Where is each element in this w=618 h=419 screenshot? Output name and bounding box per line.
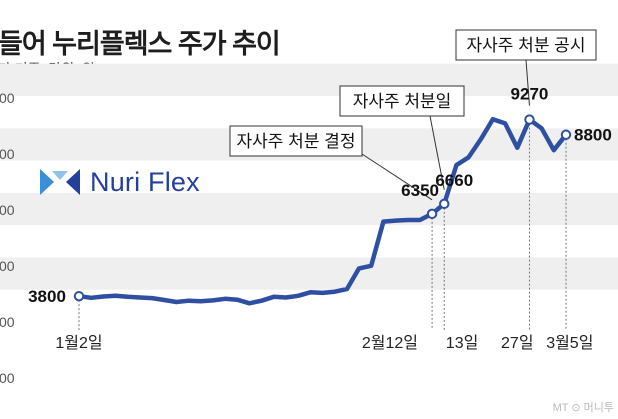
y-tick-labels: 00 00 00 00 00 00 <box>0 90 15 386</box>
data-point <box>524 114 535 125</box>
callout-box <box>229 125 363 157</box>
data-label: 6660 <box>435 171 473 190</box>
y-tick-label: 00 <box>0 258 15 274</box>
callout-connector <box>361 153 433 201</box>
data-point <box>73 290 85 302</box>
nuriflex-logo-icon <box>40 169 80 195</box>
data-label: 9270 <box>511 85 549 104</box>
callout-connector <box>429 115 445 190</box>
x-tick-label: 1월2일 <box>55 334 102 352</box>
x-tick-label: 3월5일 <box>546 334 593 352</box>
x-tick-labels: 1월2일 2월12일 13일 27일 3월5일 <box>55 334 593 352</box>
data-label: 8800 <box>574 126 612 145</box>
y-tick-label: 00 <box>0 146 15 162</box>
callout-text: 자사주 처분일 <box>353 92 452 111</box>
callout-text: 자사주 처분 결정 <box>237 132 356 151</box>
y-tick-label: 00 <box>0 370 15 386</box>
annotation-guides <box>78 119 567 330</box>
y-tick-label: 00 <box>0 90 15 106</box>
data-label: 3800 <box>28 287 66 306</box>
x-tick-label: 27일 <box>501 334 534 352</box>
series-line <box>76 116 569 306</box>
chart-title: 들어 누리플렉스 주가 추이 <box>0 29 281 59</box>
logo-text: Nuri Flex <box>90 166 200 197</box>
grid-band <box>0 63 618 96</box>
watermark: MT ⊙ 머니투 <box>552 402 614 414</box>
y-tick-label: 00 <box>0 314 15 330</box>
data-point <box>426 208 438 220</box>
data-point <box>560 129 572 140</box>
callouts: 자사주 처분 결정 자사주 처분일 자사주 처분 공시 <box>229 29 597 201</box>
grid-band <box>0 257 618 290</box>
x-tick-label: 2월12일 <box>362 334 418 352</box>
data-point <box>439 198 450 210</box>
callout-box <box>339 85 465 117</box>
x-tick-label: 13일 <box>446 334 479 352</box>
y-tick-label: 00 <box>0 202 15 218</box>
company-logo: Nuri Flex <box>40 166 200 198</box>
highlight-points <box>73 114 572 302</box>
callout-connector <box>525 59 530 106</box>
callout-box <box>455 29 597 61</box>
callout-text: 자사주 처분 공시 <box>467 36 586 55</box>
data-label: 6350 <box>401 181 439 200</box>
grid-band <box>0 192 618 226</box>
